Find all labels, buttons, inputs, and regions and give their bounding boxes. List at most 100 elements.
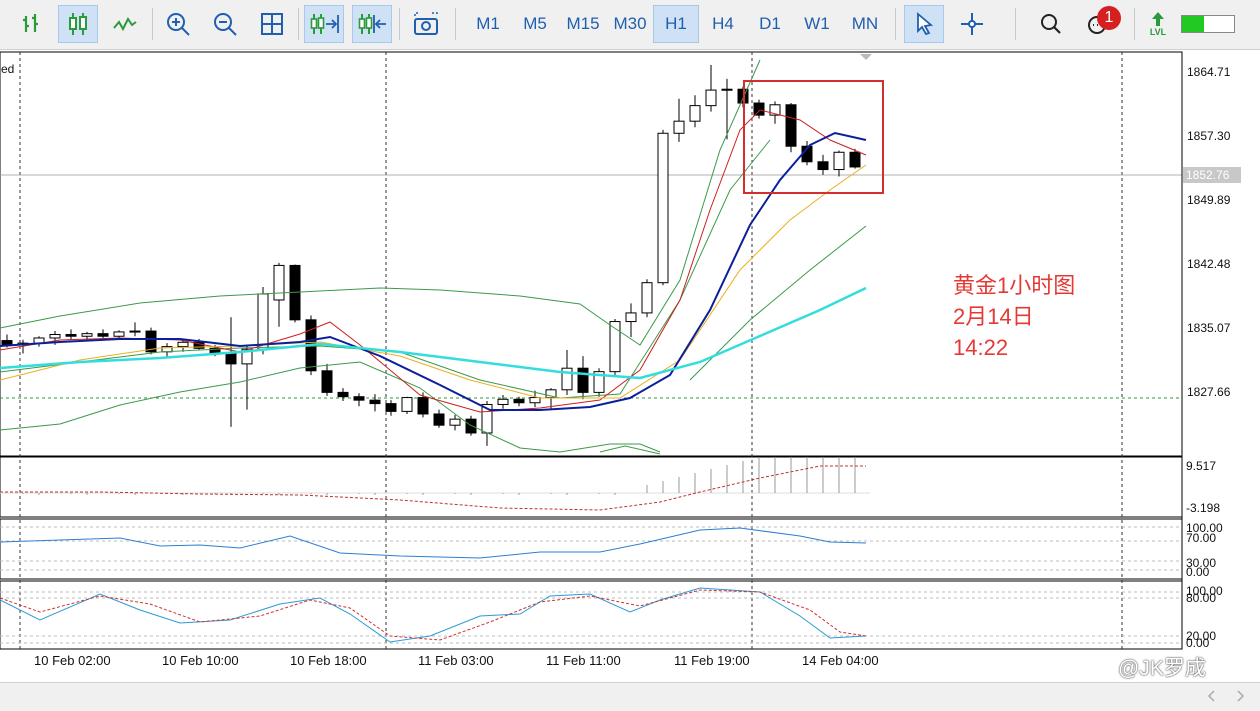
price-chart[interactable]: [0, 50, 1260, 682]
candle-body: [369, 399, 381, 405]
price-label: 1835.07: [1187, 321, 1231, 335]
time-label: 10 Feb 18:00: [290, 653, 367, 668]
candle-body: [673, 120, 685, 134]
timeframe-d1[interactable]: D1: [759, 14, 781, 33]
candle-body: [97, 333, 109, 337]
chart-shift-button[interactable]: [352, 5, 392, 43]
candle-body: [561, 367, 573, 391]
annotation-line: 黄金1小时图: [953, 273, 1076, 298]
candle-body: [449, 418, 461, 426]
rsi-line: [0, 527, 867, 559]
time-label: 11 Feb 03:00: [418, 653, 494, 668]
macd-label: 9.517: [1186, 459, 1217, 473]
candle-body: [1, 340, 13, 346]
candle-body: [641, 282, 653, 314]
candle-body: [785, 104, 797, 147]
candle-body: [593, 371, 605, 393]
stoch-label: 100.00: [1186, 584, 1223, 598]
bollinger-lower-tail: [599, 445, 661, 455]
crosshair-button[interactable]: [952, 5, 992, 43]
timeframe-h1[interactable]: H1: [653, 5, 699, 43]
search-button[interactable]: [1031, 5, 1071, 43]
candlestick-icon: [69, 13, 87, 35]
candle-body: [705, 89, 717, 107]
scroll-right-icon[interactable]: [1235, 690, 1245, 702]
time-label: 14 Feb 04:00: [802, 653, 879, 668]
zoom-out-button[interactable]: [205, 5, 245, 43]
candle-body: [689, 105, 701, 122]
price-label: 1842.48: [1187, 257, 1231, 271]
candle-body: [353, 396, 365, 401]
line-chart-icon: [113, 17, 137, 32]
shift-marker: [860, 54, 872, 60]
candle-body: [65, 334, 77, 337]
cursor-arrow-icon: [917, 12, 934, 36]
candle-body: [177, 341, 189, 348]
candle-body: [609, 321, 621, 373]
bollinger-lower: [0, 361, 661, 453]
timeframe-m5[interactable]: M5: [523, 14, 547, 33]
candle-body: [193, 341, 205, 349]
signal-strength-bar: [1181, 15, 1235, 33]
candle-body: [257, 293, 269, 350]
timeframe-m30[interactable]: M30: [613, 14, 647, 33]
annotation-line: 2月14日: [953, 304, 1034, 329]
candle-body: [433, 413, 445, 426]
screenshot-button[interactable]: [406, 5, 446, 43]
candle-body: [529, 397, 541, 404]
price-label: 1864.71: [1187, 65, 1231, 79]
stoch-label: 80.00: [1186, 591, 1217, 605]
chart-shift-icon: [358, 14, 386, 34]
price-label: 1857.30: [1187, 129, 1231, 143]
candle-body: [129, 330, 141, 333]
autoscroll-button[interactable]: [304, 5, 344, 43]
candlestick-button[interactable]: [58, 5, 98, 43]
autoscroll-icon: [310, 14, 339, 34]
candle-body: [657, 132, 669, 284]
ohlc-bars-icon: [23, 14, 38, 32]
signal-fill: [1182, 16, 1204, 32]
candle-body: [385, 403, 397, 412]
candle-body: [753, 102, 765, 116]
bar-chart-button[interactable]: [12, 5, 52, 43]
timeframe-m1[interactable]: M1: [476, 14, 500, 33]
zoom-in-icon: [167, 13, 190, 36]
candle-body: [849, 151, 861, 168]
cursor-button[interactable]: [904, 5, 944, 43]
current-price-tag: 1852.76: [1183, 167, 1241, 183]
chart-title-fragment: ed: [1, 62, 15, 76]
lvl-label: LVL: [1149, 27, 1167, 37]
candle-body: [225, 353, 237, 365]
chart-toolbar: M1 M5 M15 M30 H1 H4 D1 W1 MN 1 LVL: [0, 0, 1260, 50]
time-label: 10 Feb 02:00: [34, 653, 111, 668]
zoom-in-button[interactable]: [158, 5, 198, 43]
main-pane-frame: [0, 51, 1183, 457]
lvl-icon: [1152, 12, 1164, 26]
grid-button[interactable]: [252, 5, 292, 43]
timeframe-m15[interactable]: M15: [566, 14, 600, 33]
search-icon: [1041, 14, 1061, 34]
line-chart-button[interactable]: [105, 5, 145, 43]
candle-body: [769, 104, 781, 116]
candle-body: [513, 398, 525, 404]
lvl-button[interactable]: LVL: [1138, 5, 1178, 43]
time-label: 10 Feb 10:00: [162, 653, 239, 668]
scroll-left-icon[interactable]: [1207, 690, 1217, 702]
bollinger-upper: [0, 59, 761, 346]
ma-trend-line: [0, 286, 867, 380]
notification-count: 1: [1104, 9, 1114, 26]
crosshair-icon: [961, 13, 983, 35]
timeframe-h4[interactable]: H4: [712, 14, 734, 33]
candle-body: [49, 334, 61, 339]
candle-body: [817, 161, 829, 171]
stoch-pane-frame: [0, 580, 1183, 650]
ma-slow-line: [0, 131, 867, 411]
timeframe-w1[interactable]: W1: [804, 14, 830, 33]
stoch-signal: [0, 589, 867, 641]
timeframe-mn[interactable]: MN: [851, 14, 879, 33]
candle-body: [81, 333, 93, 337]
candle-body: [721, 88, 733, 91]
stoch-label: 0.00: [1186, 636, 1210, 650]
candle-body: [401, 397, 413, 412]
zoom-out-icon: [214, 13, 237, 36]
